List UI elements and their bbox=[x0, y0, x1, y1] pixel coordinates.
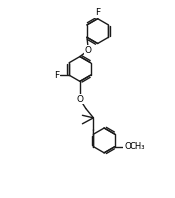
Text: F: F bbox=[54, 71, 59, 80]
Text: O: O bbox=[124, 142, 131, 151]
Text: F: F bbox=[95, 8, 100, 17]
Text: CH₃: CH₃ bbox=[130, 142, 145, 151]
Text: O: O bbox=[85, 46, 92, 55]
Text: O: O bbox=[76, 95, 83, 104]
